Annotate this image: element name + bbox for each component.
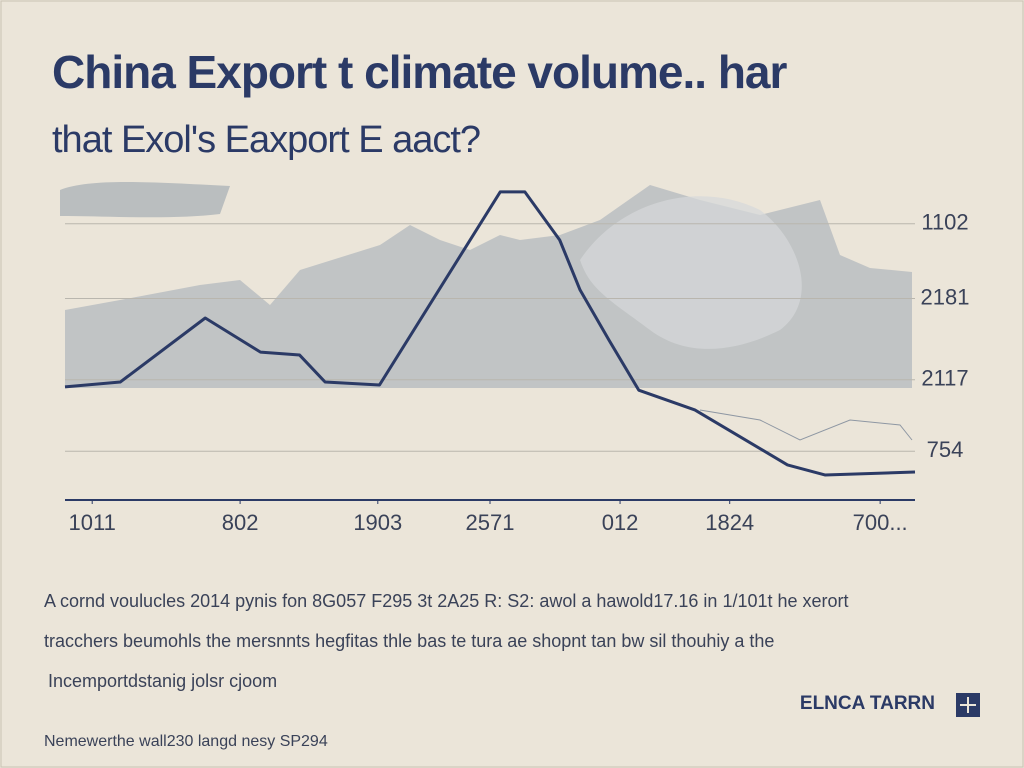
map-decoration xyxy=(699,409,913,441)
y-tick-label: 754 xyxy=(927,437,964,462)
chart-title: China Export t climate volume.. har xyxy=(52,46,787,98)
plot: 1102 2181 2117 754 1011 802 1903 2571 012 1824 700… xyxy=(64,190,970,535)
x-tick-label: 1903 xyxy=(353,510,402,535)
x-tick-label: 2571 xyxy=(466,510,515,535)
brand: ELNCA TARRN xyxy=(800,693,935,714)
x-tick-label: 802 xyxy=(222,510,259,535)
paragraph-line: Incemportdstanig jolsr cjoom xyxy=(48,671,277,691)
y-tick-label: 2117 xyxy=(921,366,968,391)
y-tick-label: 2181 xyxy=(921,284,970,309)
x-tick-label: 012 xyxy=(602,510,639,535)
map-decoration xyxy=(580,196,802,349)
line xyxy=(64,190,916,477)
y-tick-label: 1102 xyxy=(921,210,968,235)
x-tick-label: 700... xyxy=(853,510,908,535)
paragraph-line: A cornd voulucles 2014 pynis fon 8G057 F… xyxy=(44,591,849,611)
paragraph-line: tracchers beumohls the mersnnts hegfitas… xyxy=(44,631,774,651)
map-decoration xyxy=(60,182,230,218)
x-tick-label: 1824 xyxy=(705,510,754,535)
chart-subtitle: that Exol's Eaxport E aact? xyxy=(52,119,480,161)
footer: Nemewerthe wall230 langd nesy SP294 xyxy=(44,733,328,750)
paragraph: A cornd voulucles 2014 pynis fon 8G057 F… xyxy=(44,591,849,691)
brand-icon-mark xyxy=(960,697,976,713)
x-tick-label: 1011 xyxy=(69,510,116,535)
